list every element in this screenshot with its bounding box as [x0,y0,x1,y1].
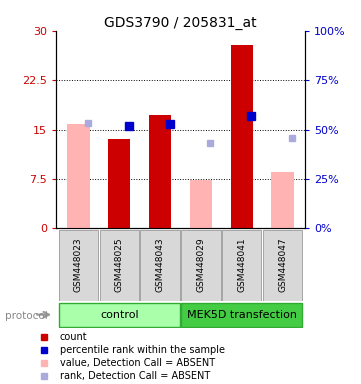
Bar [271,172,294,228]
Bar [149,115,171,228]
Text: protocol: protocol [5,311,48,321]
FancyBboxPatch shape [59,303,180,327]
FancyBboxPatch shape [181,303,302,327]
Text: GSM448041: GSM448041 [237,238,246,292]
FancyBboxPatch shape [181,230,221,301]
Text: value, Detection Call = ABSENT: value, Detection Call = ABSENT [60,358,215,367]
FancyBboxPatch shape [100,230,139,301]
FancyBboxPatch shape [140,230,180,301]
Text: GSM448029: GSM448029 [196,238,205,292]
FancyBboxPatch shape [59,230,98,301]
Text: GSM448047: GSM448047 [278,238,287,292]
Bar [190,180,212,228]
Text: GSM448023: GSM448023 [74,238,83,292]
Text: MEK5D transfection: MEK5D transfection [187,310,297,320]
Text: rank, Detection Call = ABSENT: rank, Detection Call = ABSENT [60,371,210,381]
Bar [231,45,253,228]
Title: GDS3790 / 205831_at: GDS3790 / 205831_at [104,16,257,30]
FancyBboxPatch shape [222,230,261,301]
Text: percentile rank within the sample: percentile rank within the sample [60,345,225,355]
Bar [108,139,130,228]
Text: GSM448025: GSM448025 [115,238,124,292]
Text: count: count [60,332,88,342]
Bar [67,124,90,228]
Text: control: control [100,310,139,320]
FancyBboxPatch shape [263,230,302,301]
Text: GSM448043: GSM448043 [156,238,165,292]
